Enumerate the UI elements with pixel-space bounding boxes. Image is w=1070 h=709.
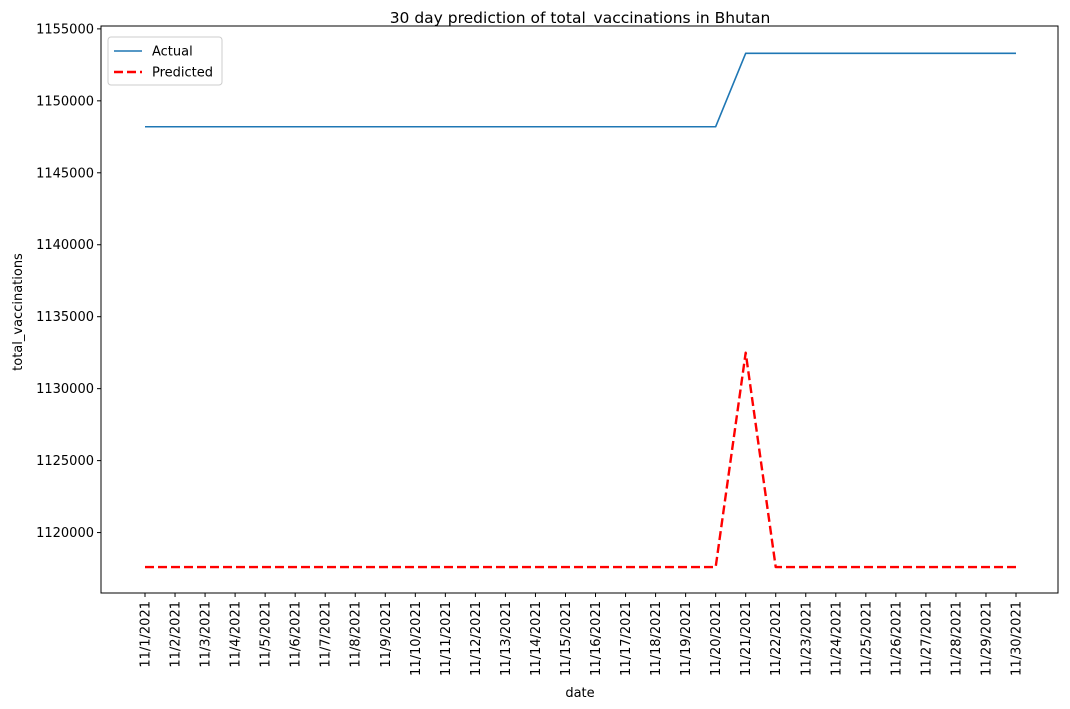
x-tick-label: 11/30/2021 xyxy=(1010,601,1025,676)
x-tick-label: 11/16/2021 xyxy=(589,601,604,676)
y-tick-label: 1155000 xyxy=(36,22,94,37)
x-tick-label: 11/5/2021 xyxy=(259,601,274,668)
x-tick-label: 11/3/2021 xyxy=(199,601,214,668)
x-tick-label: 11/12/2021 xyxy=(469,601,484,676)
legend-label-predicted: Predicted xyxy=(152,66,213,81)
x-tick-label: 11/1/2021 xyxy=(139,601,154,668)
axes-frame xyxy=(100,25,1059,594)
series-line-actual xyxy=(145,52,1016,128)
x-tick-label: 11/10/2021 xyxy=(409,601,424,676)
legend: Actual Predicted xyxy=(107,36,223,86)
x-tick-label: 11/13/2021 xyxy=(499,601,514,676)
x-tick-label: 11/7/2021 xyxy=(319,601,334,668)
x-tick-label: 11/15/2021 xyxy=(559,601,574,676)
x-tick-label: 11/28/2021 xyxy=(949,601,964,676)
x-tick-label: 11/14/2021 xyxy=(529,601,544,676)
x-tick-label: 11/25/2021 xyxy=(859,601,874,676)
legend-box xyxy=(107,36,223,86)
x-tick-label: 11/9/2021 xyxy=(379,601,394,668)
x-tick-label: 11/23/2021 xyxy=(799,601,814,676)
x-tick-label: 11/8/2021 xyxy=(349,601,364,668)
y-tick-label: 1120000 xyxy=(36,526,94,541)
x-tick-label: 11/17/2021 xyxy=(619,601,634,676)
x-tick-label: 11/18/2021 xyxy=(649,601,664,676)
y-axis-label: total_vaccinations xyxy=(11,253,26,371)
y-tick-label: 1130000 xyxy=(36,382,94,397)
y-tick-label: 1145000 xyxy=(36,166,94,181)
y-tick-label: 1125000 xyxy=(36,454,94,469)
x-tick-label: 11/11/2021 xyxy=(439,601,454,676)
x-tick-label: 11/2/2021 xyxy=(169,601,184,668)
plot-area: 1120000 1125000 1130000 1135000 1140000 11450… xyxy=(36,22,1059,676)
x-tick-label: 11/19/2021 xyxy=(679,601,694,676)
x-tick-label: 11/21/2021 xyxy=(739,601,754,676)
x-tick-label: 11/26/2021 xyxy=(889,601,904,676)
x-tick-label: 11/20/2021 xyxy=(709,601,724,676)
legend-label-actual: Actual xyxy=(152,45,193,60)
x-tick-label: 11/29/2021 xyxy=(979,601,994,676)
chart-title: 30 day prediction of total_vaccinations … xyxy=(390,9,771,28)
x-tick-label: 11/4/2021 xyxy=(229,601,244,668)
y-tick-label: 1135000 xyxy=(36,310,94,325)
y-tick-label: 1150000 xyxy=(36,94,94,109)
y-tick-label: 1140000 xyxy=(36,238,94,253)
x-tick-label: 11/22/2021 xyxy=(769,601,784,676)
x-axis-label: date xyxy=(565,686,594,701)
x-tick-label: 11/6/2021 xyxy=(289,601,304,668)
x-tick-label: 11/24/2021 xyxy=(829,601,844,676)
series-line-predicted xyxy=(145,351,1016,569)
x-tick-label: 11/27/2021 xyxy=(919,601,934,676)
